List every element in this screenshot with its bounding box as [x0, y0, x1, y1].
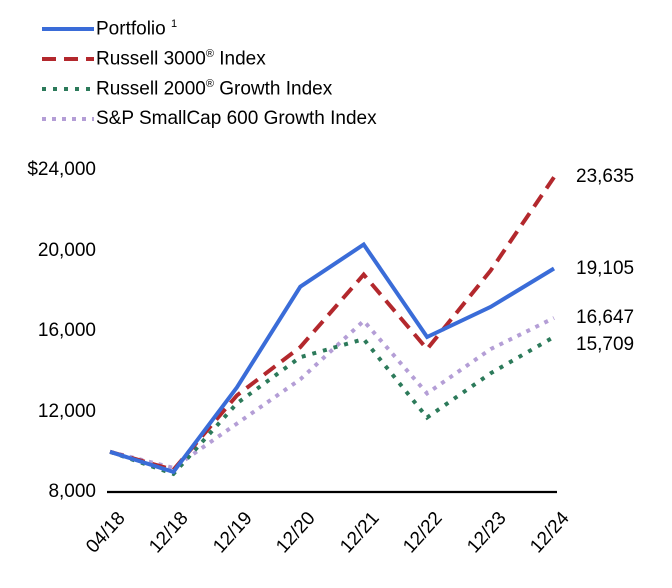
end-label-sp600g: 16,647 [576, 307, 634, 329]
end-label-russell2000g: 15,709 [576, 334, 634, 356]
end-value-labels: 19,105 23,635 15,709 16,647 [0, 0, 672, 588]
end-label-russell3000: 23,635 [576, 166, 634, 188]
growth-of-10k-chart: Portfolio 1Russell 3000® IndexRussell 20… [0, 0, 672, 588]
end-label-portfolio: 19,105 [576, 258, 634, 280]
